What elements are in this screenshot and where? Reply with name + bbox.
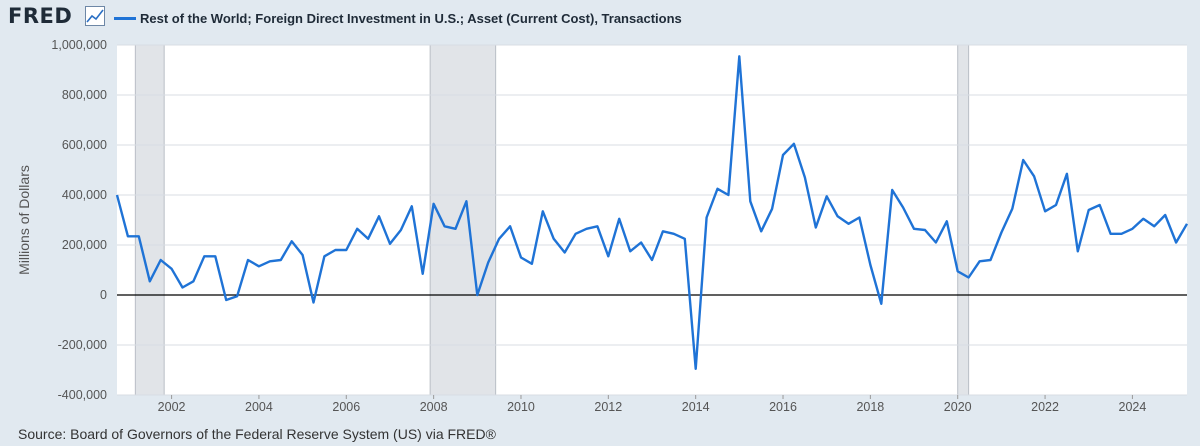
legend-swatch — [114, 17, 136, 20]
chart-header: FRED Rest of the World; Foreign Direct I… — [0, 0, 1200, 40]
y-tick-label: -400,000 — [58, 388, 107, 402]
recession-band — [134, 44, 165, 396]
y-axis-label: Millions of Dollars — [16, 165, 32, 275]
y-tick-label: 600,000 — [62, 138, 107, 152]
y-tick-label: 800,000 — [62, 88, 107, 102]
legend-label: Rest of the World; Foreign Direct Invest… — [140, 11, 682, 26]
source-note: Source: Board of Governors of the Federa… — [18, 426, 496, 442]
recession-band — [957, 44, 970, 396]
line-chart: -400,000 -200,000 0 200,000 400,000 600,000 80… — [16, 38, 1189, 414]
x-tick-label: 2002 — [158, 400, 186, 414]
y-tick-label: -200,000 — [58, 338, 107, 352]
x-tick-label: 2018 — [856, 400, 884, 414]
recession-band — [429, 44, 497, 396]
fred-logo[interactable]: FRED — [8, 4, 73, 28]
y-tick-label: 400,000 — [62, 188, 107, 202]
x-tick-label: 2006 — [332, 400, 360, 414]
x-tick-label: 2024 — [1119, 400, 1147, 414]
x-tick-label: 2022 — [1031, 400, 1059, 414]
y-tick-label: 1,000,000 — [51, 38, 107, 52]
chart-line-icon — [85, 6, 105, 26]
y-tick-label: 0 — [100, 288, 107, 302]
x-tick-label: 2008 — [420, 400, 448, 414]
x-tick-label: 2012 — [594, 400, 622, 414]
series-line — [115, 55, 1189, 370]
x-tick-label: 2004 — [245, 400, 273, 414]
x-tick-label: 2014 — [682, 400, 710, 414]
x-tick-label: 2016 — [769, 400, 797, 414]
y-tick-label: 200,000 — [62, 238, 107, 252]
x-tick-label: 2020 — [944, 400, 972, 414]
plot-area — [117, 45, 1187, 395]
x-tick-label: 2010 — [507, 400, 535, 414]
